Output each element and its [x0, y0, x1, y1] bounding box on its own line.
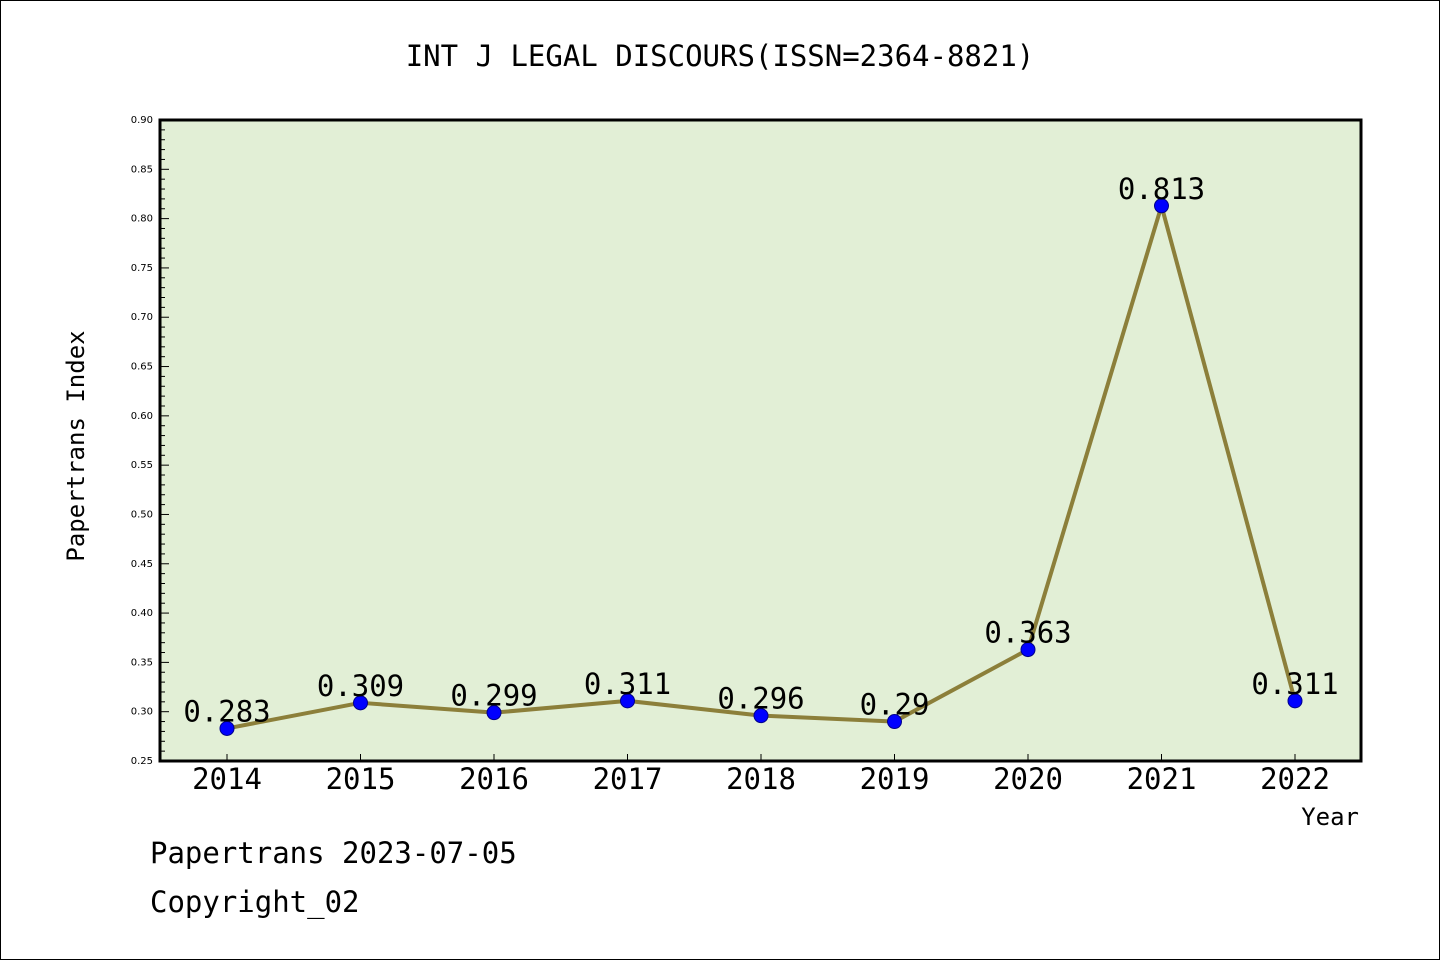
x-tick-label: 2019	[860, 762, 930, 796]
data-label: 0.311	[584, 667, 671, 701]
footer-date: Papertrans 2023-07-05	[150, 836, 517, 870]
x-tick-label: 2021	[1127, 762, 1197, 796]
data-label: 0.29	[860, 688, 930, 722]
data-label: 0.311	[1251, 667, 1338, 701]
y-tick-label: 0.50	[131, 509, 153, 520]
plot-area	[158, 118, 1363, 763]
footer-copyright: Copyright_02	[150, 885, 360, 919]
y-tick-label: 0.60	[131, 411, 153, 422]
y-tick-label: 0.25	[131, 756, 153, 767]
series-line-group	[219, 198, 1303, 736]
data-point	[753, 708, 769, 724]
data-point	[219, 720, 235, 736]
data-point	[1020, 642, 1036, 658]
data-label: 0.363	[984, 616, 1071, 650]
x-tick-label: 2022	[1260, 762, 1330, 796]
data-point	[620, 693, 635, 709]
x-tick-label: 2020	[993, 762, 1063, 796]
data-label: 0.283	[183, 694, 270, 728]
y-axis-label: Papertrans Index	[62, 330, 90, 561]
data-labels: 0.283 0.309 0.299 0.311 0.296 0.29 0.363 0.813 0…	[183, 172, 1338, 729]
data-point	[486, 705, 502, 721]
x-tick-label: 2015	[326, 762, 396, 796]
y-tick-label: 0.90	[131, 115, 153, 126]
data-label: 0.296	[717, 682, 804, 716]
y-tick-label: 0.35	[131, 657, 153, 668]
y-axis: 0.25 0.30 0.35 0.40 0.45 0.50 0.55 0.60 0.65 0.70…	[131, 115, 169, 767]
data-label: 0.309	[317, 669, 404, 703]
data-label: 0.813	[1118, 172, 1205, 206]
y-tick-label: 0.55	[131, 460, 153, 471]
x-tick-label: 2017	[593, 762, 663, 796]
data-point	[353, 695, 368, 711]
data-label: 0.299	[450, 679, 537, 713]
data-point	[887, 714, 902, 730]
x-tick-label: 2016	[459, 762, 529, 796]
data-point	[1287, 693, 1303, 709]
y-tick-label: 0.45	[131, 559, 153, 570]
x-axis-label: Year	[1301, 803, 1359, 831]
y-tick-label: 0.75	[131, 263, 153, 274]
x-axis: 2014 2015 2016 2017 2018 2019 2020 2021 2022	[192, 754, 1330, 796]
data-point	[1154, 198, 1169, 214]
x-tick-label: 2018	[726, 762, 796, 796]
chart-title: INT J LEGAL DISCOURS(ISSN=2364-8821)	[406, 39, 1035, 73]
y-tick-label: 0.70	[131, 312, 153, 323]
y-tick-label: 0.80	[131, 214, 153, 225]
x-tick-label: 2014	[192, 762, 262, 796]
y-tick-label: 0.85	[131, 164, 153, 175]
y-tick-label: 0.65	[131, 362, 153, 373]
y-tick-label: 0.40	[131, 608, 153, 619]
y-tick-label: 0.30	[131, 707, 153, 718]
